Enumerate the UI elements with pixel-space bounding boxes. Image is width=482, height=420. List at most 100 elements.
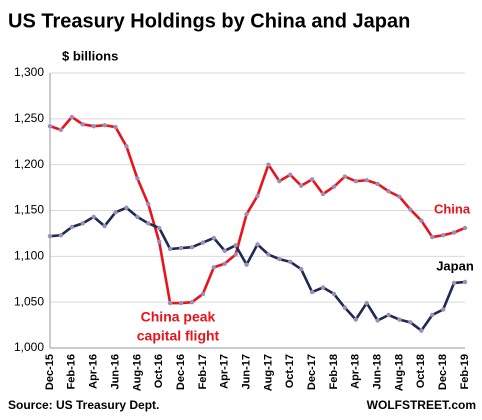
x-tick-label: Oct-16: [153, 354, 165, 388]
point-marker: [342, 305, 348, 310]
point-marker: [266, 162, 271, 167]
point-marker: [80, 221, 85, 226]
point-marker: [364, 178, 369, 183]
point-marker: [178, 300, 184, 306]
point-marker: [211, 265, 217, 270]
x-tick-label: Jun-16: [109, 354, 121, 389]
y-tick-label: 1,200: [14, 157, 44, 171]
point-marker: [309, 177, 315, 182]
point-marker: [47, 233, 53, 239]
chart-title: US Treasury Holdings by China and Japan: [8, 10, 410, 32]
point-marker: [277, 178, 282, 184]
point-marker: [135, 214, 140, 220]
x-tick-label: Dec-17: [306, 354, 318, 390]
point-marker: [451, 280, 457, 286]
point-marker: [135, 176, 140, 181]
x-tick-label: Apr-17: [219, 354, 231, 389]
point-marker: [47, 123, 53, 129]
series-label: China: [434, 201, 471, 216]
point-marker: [430, 312, 435, 318]
point-marker: [430, 234, 435, 240]
point-marker: [233, 252, 238, 257]
point-marker: [440, 307, 446, 312]
point-marker: [309, 289, 315, 295]
annotation: China peak: [141, 309, 216, 325]
point-marker: [189, 244, 195, 250]
point-marker: [200, 240, 206, 245]
point-marker: [451, 230, 457, 235]
point-marker: [408, 207, 413, 212]
x-tick-label: Apr-18: [350, 354, 362, 389]
point-marker: [408, 320, 413, 325]
point-marker: [342, 174, 348, 179]
x-tick-label: Aug-17: [262, 354, 274, 391]
x-tick-label: Jun-17: [240, 354, 252, 389]
y-tick-label: 1,250: [14, 111, 44, 125]
point-marker: [288, 172, 293, 177]
brand: WOLFSTREET.com: [367, 398, 476, 412]
point-marker: [222, 248, 227, 254]
point-marker: [167, 246, 173, 252]
point-marker: [211, 235, 217, 241]
x-tick-label: Aug-18: [393, 354, 405, 391]
point-marker: [320, 285, 326, 290]
y-tick-label: 1,100: [14, 249, 44, 263]
x-tick-label: Dec-15: [44, 354, 56, 390]
x-tick-label: Aug-16: [131, 354, 143, 391]
point-marker: [69, 114, 75, 120]
point-marker: [386, 189, 391, 194]
point-marker: [298, 183, 304, 188]
point-marker: [146, 221, 151, 226]
y-tick-label: 1,000: [14, 340, 44, 354]
point-marker: [419, 328, 424, 333]
point-marker: [440, 233, 446, 238]
point-marker: [419, 218, 424, 223]
point-marker: [102, 123, 107, 128]
point-marker: [386, 312, 391, 318]
point-marker: [124, 205, 129, 210]
point-marker: [255, 193, 260, 199]
point-marker: [80, 122, 85, 127]
x-tick-label: Oct-18: [415, 354, 427, 388]
point-marker: [331, 291, 337, 297]
point-marker: [178, 245, 184, 251]
point-marker: [364, 300, 369, 306]
point-marker: [244, 211, 249, 217]
point-marker: [353, 317, 358, 322]
x-tick-label: Jun-18: [372, 354, 384, 389]
point-marker: [298, 266, 304, 272]
x-tick-label: Feb-19: [459, 354, 471, 389]
point-marker: [222, 261, 227, 266]
point-marker: [157, 225, 162, 231]
point-marker: [91, 214, 96, 220]
x-tick-label: Oct-17: [284, 354, 296, 388]
source: Source: US Treasury Dept.: [8, 398, 159, 412]
point-marker: [375, 318, 380, 323]
point-marker: [58, 127, 64, 133]
series-line: [49, 206, 466, 332]
point-marker: [462, 225, 468, 231]
point-marker: [189, 299, 195, 305]
x-tick-label: Apr-16: [88, 354, 100, 389]
point-marker: [397, 194, 402, 199]
point-marker: [157, 239, 162, 244]
y-axis-label: $ billions: [62, 48, 118, 63]
y-tick-label: 1,050: [14, 294, 44, 308]
point-marker: [113, 210, 118, 215]
point-marker: [102, 223, 107, 229]
series-label: Japan: [436, 258, 474, 273]
point-marker: [124, 144, 129, 149]
x-tick-label: Feb-16: [66, 354, 78, 389]
point-marker: [233, 243, 238, 248]
point-marker: [288, 259, 293, 265]
point-marker: [58, 233, 64, 238]
point-marker: [146, 201, 151, 207]
y-tick-label: 1,300: [14, 65, 44, 79]
x-tick-label: Dec-18: [437, 354, 449, 390]
point-marker: [113, 124, 118, 130]
point-marker: [375, 181, 380, 187]
x-tick-label: Feb-17: [197, 354, 209, 389]
annotation: capital flight: [137, 328, 220, 344]
